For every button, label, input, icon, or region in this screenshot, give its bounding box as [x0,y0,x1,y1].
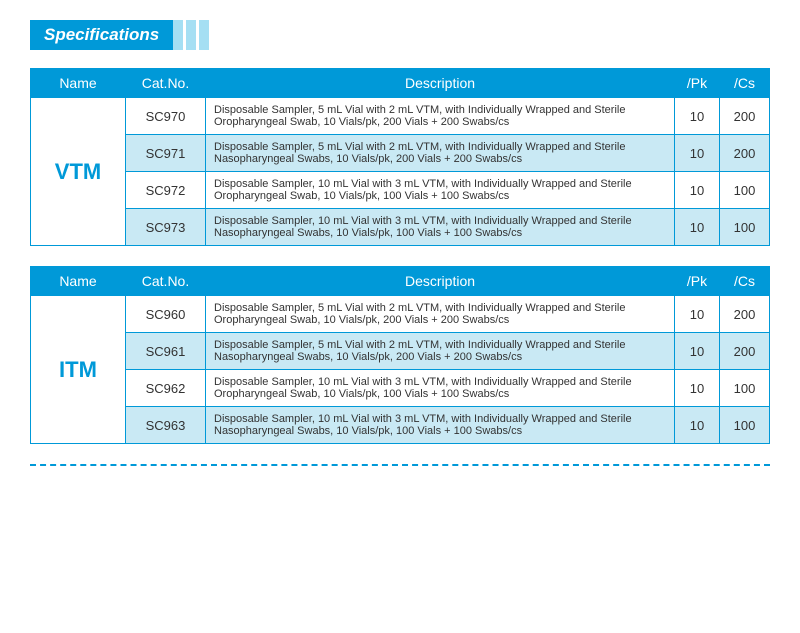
accent-bar [199,20,209,50]
table-row: SC963Disposable Sampler, 10 mL Vial with… [31,407,770,444]
per-case: 200 [720,333,770,370]
description: Disposable Sampler, 10 mL Vial with 3 mL… [206,370,675,407]
col-header-name: Name [31,69,126,98]
table-row: SC961Disposable Sampler, 5 mL Vial with … [31,333,770,370]
spec-table: NameCat.No.Description/Pk/CsVTMSC970Disp… [30,68,770,246]
description: Disposable Sampler, 10 mL Vial with 3 mL… [206,407,675,444]
per-pack: 10 [675,370,720,407]
per-case: 200 [720,98,770,135]
spec-table: NameCat.No.Description/Pk/CsITMSC960Disp… [30,266,770,444]
cat-no: SC963 [126,407,206,444]
cat-no: SC962 [126,370,206,407]
description: Disposable Sampler, 10 mL Vial with 3 mL… [206,172,675,209]
table-row: SC971Disposable Sampler, 5 mL Vial with … [31,135,770,172]
per-case: 100 [720,370,770,407]
title-bar: Specifications [30,20,770,50]
table-row: ITMSC960Disposable Sampler, 5 mL Vial wi… [31,296,770,333]
per-pack: 10 [675,98,720,135]
cat-no: SC961 [126,333,206,370]
group-name: VTM [31,98,126,246]
per-pack: 10 [675,135,720,172]
group-name: ITM [31,296,126,444]
cat-no: SC971 [126,135,206,172]
per-pack: 10 [675,172,720,209]
per-pack: 10 [675,296,720,333]
table-row: VTMSC970Disposable Sampler, 5 mL Vial wi… [31,98,770,135]
per-case: 200 [720,296,770,333]
col-header-desc: Description [206,69,675,98]
per-case: 200 [720,135,770,172]
col-header-name: Name [31,267,126,296]
col-header-desc: Description [206,267,675,296]
tables-container: NameCat.No.Description/Pk/CsVTMSC970Disp… [30,68,770,444]
table-row: SC962Disposable Sampler, 10 mL Vial with… [31,370,770,407]
table: NameCat.No.Description/Pk/CsVTMSC970Disp… [30,68,770,246]
description: Disposable Sampler, 5 mL Vial with 2 mL … [206,296,675,333]
per-case: 100 [720,172,770,209]
table-row: SC973Disposable Sampler, 10 mL Vial with… [31,209,770,246]
cat-no: SC972 [126,172,206,209]
description: Disposable Sampler, 5 mL Vial with 2 mL … [206,135,675,172]
cat-no: SC970 [126,98,206,135]
col-header-pk: /Pk [675,69,720,98]
per-case: 100 [720,407,770,444]
page-title: Specifications [30,20,173,50]
col-header-pk: /Pk [675,267,720,296]
accent-bar [186,20,196,50]
table-row: SC972Disposable Sampler, 10 mL Vial with… [31,172,770,209]
description: Disposable Sampler, 5 mL Vial with 2 mL … [206,333,675,370]
separator [30,464,770,466]
per-pack: 10 [675,209,720,246]
per-case: 100 [720,209,770,246]
col-header-cat: Cat.No. [126,267,206,296]
cat-no: SC973 [126,209,206,246]
per-pack: 10 [675,333,720,370]
table: NameCat.No.Description/Pk/CsITMSC960Disp… [30,266,770,444]
accent-bars [173,20,209,50]
description: Disposable Sampler, 5 mL Vial with 2 mL … [206,98,675,135]
col-header-cat: Cat.No. [126,69,206,98]
description: Disposable Sampler, 10 mL Vial with 3 mL… [206,209,675,246]
col-header-cs: /Cs [720,69,770,98]
per-pack: 10 [675,407,720,444]
accent-bar [173,20,183,50]
cat-no: SC960 [126,296,206,333]
col-header-cs: /Cs [720,267,770,296]
